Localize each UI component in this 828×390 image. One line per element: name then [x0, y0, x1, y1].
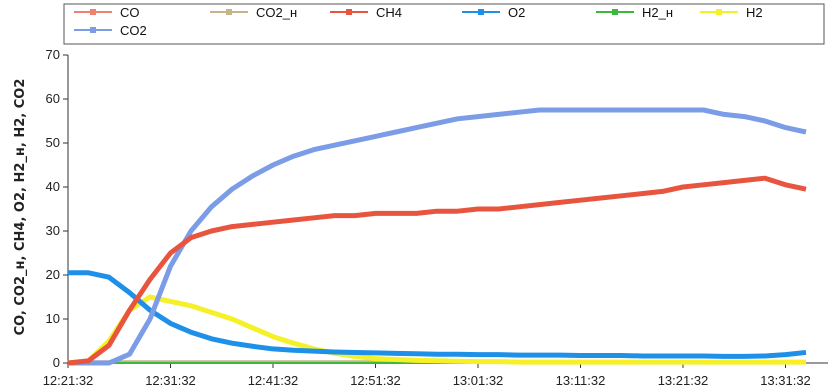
x-tick-label: 13:01:32	[453, 373, 504, 388]
legend-label: CO2	[120, 23, 147, 38]
legend-item: CO	[74, 5, 140, 20]
legend-label: O2	[508, 5, 525, 20]
x-tick-label: 12:51:32	[350, 373, 401, 388]
legend-label: H2	[746, 5, 763, 20]
y-tick-label: 70	[46, 47, 60, 62]
y-tick-label: 50	[46, 135, 60, 150]
series-h2	[67, 294, 806, 366]
legend-swatch-marker	[478, 9, 484, 15]
legend-item: O2	[462, 5, 525, 20]
legend-swatch-marker	[226, 9, 232, 15]
x-tick-label: 13:11:32	[556, 373, 606, 388]
legend-label: H2_н	[642, 5, 673, 20]
series-ch4	[67, 175, 807, 366]
legend-swatch-marker	[716, 9, 722, 15]
legend-label: CO2_н	[256, 5, 297, 20]
y-tick-label: 30	[46, 223, 60, 238]
x-tick-label: 12:41:32	[248, 373, 299, 388]
y-axis-ticks: 0 10 20 30 40 50 60 70	[46, 47, 68, 370]
series-o2	[68, 270, 807, 359]
legend-label: CH4	[376, 5, 402, 20]
x-tick-label: 13:21:32	[658, 373, 709, 388]
y-tick-label: 20	[46, 267, 60, 282]
x-tick-label: 12:21:32	[43, 373, 94, 388]
legend-swatch-marker	[346, 9, 352, 15]
legend-item: CO2_н	[210, 5, 297, 20]
legend-swatch-marker	[612, 9, 618, 15]
legend: CO CO2_н CH4 O2 H2_н H2 CO2	[63, 3, 825, 45]
series-line	[67, 294, 806, 366]
legend-item: CO2	[74, 23, 147, 38]
legend-item: H2	[700, 5, 763, 20]
legend-item: CH4	[330, 5, 402, 20]
legend-items: CO CO2_н CH4 O2 H2_н H2 CO2	[74, 5, 763, 38]
plot-area: 0 10 20 30 40 50 60 70 12:21:32 12:31:32 12:41:32…	[43, 47, 828, 388]
x-tick-label: 13:31:32	[760, 373, 811, 388]
series-line	[67, 175, 807, 366]
legend-box	[63, 3, 825, 45]
y-axis-label: CO, CO2_н, CH4, O2, H2_н, H2, CO2	[13, 79, 28, 336]
y-tick-label: 40	[46, 179, 60, 194]
y-tick-label: 10	[46, 311, 60, 326]
x-axis-ticks: 12:21:32 12:31:32 12:41:32 12:51:32 13:01:32…	[43, 363, 811, 388]
legend-item: H2_н	[596, 5, 673, 20]
x-tick-label: 12:31:32	[145, 373, 196, 388]
series-line	[68, 107, 807, 366]
series-co2	[68, 107, 807, 366]
y-tick-label: 60	[46, 91, 60, 106]
legend-swatch-marker	[90, 9, 96, 15]
legend-label: CO	[120, 5, 140, 20]
series-lines	[67, 107, 807, 366]
y-tick-label: 0	[53, 355, 60, 370]
legend-swatch-marker	[90, 27, 96, 33]
series-line	[68, 270, 807, 359]
